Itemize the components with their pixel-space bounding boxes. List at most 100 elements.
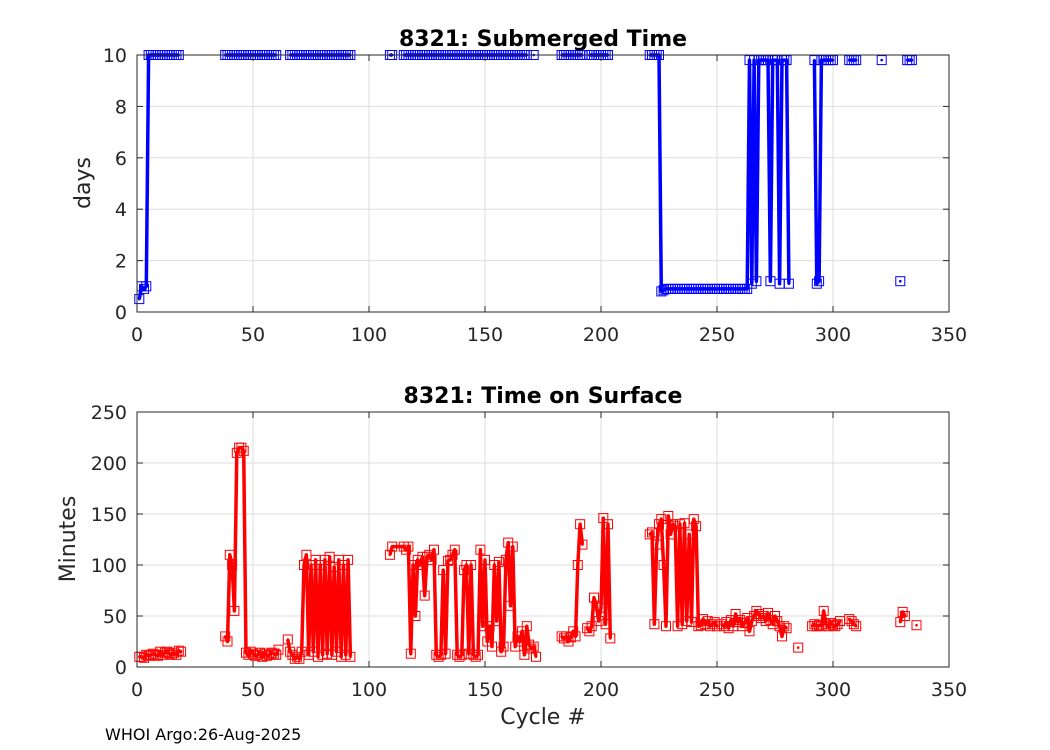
data-point [504,558,508,562]
x-tick-label: 50 [241,679,265,701]
data-point [766,611,770,615]
data-point [390,545,394,548]
data-point-marker [484,621,495,632]
data-point-marker [403,541,414,552]
data-point-marker [296,646,307,657]
data-point [483,558,487,562]
data-series [844,614,862,632]
data-point [430,558,433,562]
footer-credit: WHOI Argo:26-Aug-2025 [105,725,302,744]
data-point [530,647,533,650]
data-series [716,605,792,642]
data-point-marker [475,544,486,555]
data-point-marker [236,442,247,453]
data-point-marker [770,611,780,621]
data-point [423,594,427,597]
data-point-marker [507,541,518,552]
data-point [778,282,781,286]
data-point-marker [647,527,657,538]
x-axis-label: Cycle # [500,705,586,730]
data-point-marker [176,646,187,657]
data-series [895,276,906,287]
data-point-marker [477,621,488,632]
data-point [609,637,612,640]
data-point-marker [459,565,470,576]
data-series [220,442,284,662]
data-point [903,614,907,618]
data-point-marker [141,281,152,292]
x-tick-label: 200 [583,324,619,346]
data-series [807,605,845,632]
x-tick-label: 100 [351,324,387,346]
data-point-marker [593,616,604,627]
data-series [793,642,804,653]
data-point [817,279,821,283]
data-point-marker [387,541,398,552]
data-point [388,553,392,557]
data-point [653,622,656,626]
x-tick-label: 250 [699,324,735,346]
y-tick-label: 200 [91,453,127,475]
data-point-marker [447,549,458,560]
data-point [836,622,839,626]
data-point-marker [433,651,444,662]
data-point-marker [572,560,583,570]
data-point-marker [600,619,611,630]
data-point-marker [282,634,293,645]
data-point [604,622,607,626]
data-point [697,624,700,628]
data-point-marker [814,276,825,287]
data-point [441,568,445,572]
y-tick-label: 100 [91,555,127,577]
data-point [743,287,747,291]
data-point-marker [493,556,504,567]
data-point-marker [491,616,502,627]
data-point-marker [781,55,792,66]
data-point-marker [651,539,662,550]
data-point [755,279,758,283]
data-point [899,279,902,283]
plot-frame [136,54,950,313]
data-point-marker [426,554,437,565]
data-series [911,620,922,631]
data-point [179,650,183,653]
data-point [671,522,675,526]
data-point [908,58,911,62]
data-point-marker [851,621,862,632]
data-point [899,620,902,624]
data-series [902,55,917,66]
data-point-marker [876,55,887,66]
x-tick-label: 0 [131,324,143,346]
data-point [532,645,535,648]
data-point [602,516,605,520]
data-point [648,533,651,536]
x-tick-label: 300 [815,679,851,701]
x-tick-label: 350 [931,324,967,346]
data-point [226,640,229,643]
data-point-marker [429,544,439,555]
x-tick-label: 200 [583,679,619,701]
data-point-marker [229,605,240,616]
data-point-marker [139,283,149,294]
data-point [523,653,526,657]
data-point [138,297,141,301]
data-point [592,596,596,599]
x-tick-label: 100 [351,679,387,701]
x-tick-label: 150 [467,679,503,701]
x-tick-label: 50 [241,324,265,346]
data-point [414,614,417,618]
data-point [518,640,522,643]
data-point [597,619,600,623]
data-point [497,560,501,564]
data-point-marker [173,645,184,656]
y-tick-label: 250 [91,402,127,424]
data-point [332,565,336,569]
data-point-marker [405,648,416,659]
data-point [534,655,538,659]
data-point [854,624,858,628]
data-point [286,638,290,641]
data-point [852,58,856,62]
data-point [817,623,821,627]
data-point-marker [811,278,822,289]
data-point [650,531,654,534]
